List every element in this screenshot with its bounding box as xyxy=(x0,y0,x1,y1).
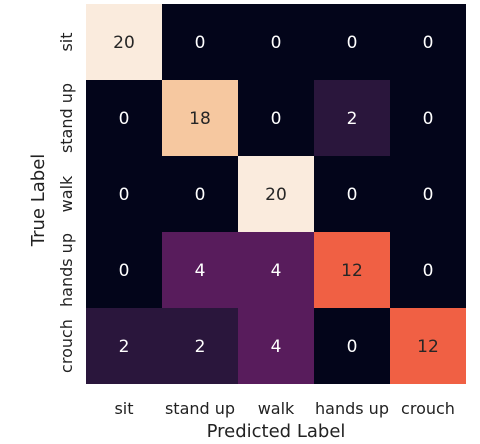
heatmap-cell xyxy=(86,156,162,232)
x-tick-label: crouch xyxy=(401,399,455,418)
cell-value-labels: 20 0 0 0 00 18 0 2 00 0 20 0 00 4 4 12 02 2 4 0 12 xyxy=(113,33,439,357)
heatmap-cell xyxy=(86,4,162,80)
heatmap-cell xyxy=(390,4,466,80)
heatmap-cell xyxy=(86,80,162,156)
cell-value-label: 4 xyxy=(271,261,282,281)
y-tick-label: sit xyxy=(57,32,76,51)
heatmap-cell xyxy=(162,4,238,80)
y-tick-label: walk xyxy=(57,175,76,212)
y-tick-label: stand up xyxy=(57,83,76,153)
cell-value-label: 0 xyxy=(423,261,434,281)
cell-value-label: 0 xyxy=(347,337,358,357)
heatmap-cell xyxy=(238,4,314,80)
heatmap-cell xyxy=(162,80,238,156)
cell-value-label: 0 xyxy=(423,33,434,53)
cell-value-label: 18 xyxy=(189,109,211,129)
heatmap-cell xyxy=(86,232,162,308)
heatmap-cell xyxy=(390,156,466,232)
heatmap-cell xyxy=(314,80,390,156)
cell-value-label: 0 xyxy=(119,185,130,205)
x-tick-label: sit xyxy=(114,399,133,418)
cell-value-label: 12 xyxy=(417,337,439,357)
cell-value-label: 0 xyxy=(347,185,358,205)
cell-value-label: 0 xyxy=(119,109,130,129)
cell-value-label: 0 xyxy=(271,109,282,129)
cell-value-label: 4 xyxy=(195,261,206,281)
x-tick-labels: sit stand up walk hands up crouch xyxy=(114,399,454,418)
x-tick-label: walk xyxy=(258,399,295,418)
x-tick-label: stand up xyxy=(165,399,235,418)
x-axis-label: Predicted Label xyxy=(207,421,346,442)
cell-value-label: 2 xyxy=(119,337,130,357)
cell-value-label: 0 xyxy=(347,33,358,53)
heatmap-cell xyxy=(314,232,390,308)
y-tick-label: hands up xyxy=(57,233,76,307)
heatmap-cell xyxy=(314,308,390,384)
cell-value-label: 0 xyxy=(119,261,130,281)
heatmap-cell xyxy=(162,232,238,308)
heatmap-cells xyxy=(86,4,466,384)
heatmap-cell xyxy=(86,308,162,384)
y-tick-labels: sit stand up walk hands up crouch xyxy=(57,32,76,372)
y-tick-label: crouch xyxy=(57,319,76,373)
heatmap-cell xyxy=(162,156,238,232)
heatmap-cell xyxy=(390,80,466,156)
heatmap-cell xyxy=(390,232,466,308)
heatmap-cell xyxy=(162,308,238,384)
cell-value-label: 0 xyxy=(423,185,434,205)
heatmap-cell xyxy=(314,4,390,80)
y-axis-label: True Label xyxy=(28,154,49,248)
cell-value-label: 0 xyxy=(195,33,206,53)
x-tick-label: hands up xyxy=(315,399,389,418)
cell-value-label: 2 xyxy=(347,109,358,129)
cell-value-label: 12 xyxy=(341,261,363,281)
cell-value-label: 0 xyxy=(423,109,434,129)
heatmap-cell xyxy=(238,156,314,232)
cell-value-label: 20 xyxy=(265,185,287,205)
cell-value-label: 2 xyxy=(195,337,206,357)
cell-value-label: 20 xyxy=(113,33,135,53)
heatmap-cell xyxy=(238,232,314,308)
heatmap-cell xyxy=(238,80,314,156)
cell-value-label: 4 xyxy=(271,337,282,357)
heatmap-cell xyxy=(390,308,466,384)
cell-value-label: 0 xyxy=(271,33,282,53)
heatmap-cell xyxy=(238,308,314,384)
heatmap-cell xyxy=(314,156,390,232)
cell-value-label: 0 xyxy=(195,185,206,205)
